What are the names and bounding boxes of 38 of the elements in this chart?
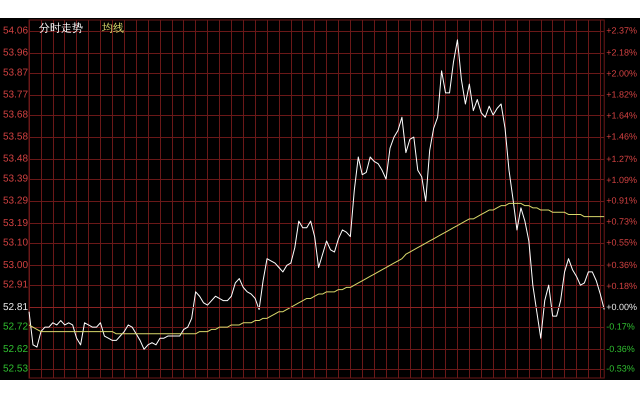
y2-tick-label: +0.91% <box>606 196 638 206</box>
y2-tick-label: -0.36% <box>606 344 635 354</box>
y-tick-label: 52.81 <box>2 302 28 313</box>
y2-tick-label: +1.46% <box>606 132 638 142</box>
y-tick-label: 53.68 <box>2 110 28 121</box>
line-series <box>28 202 605 334</box>
y2-tick-label: +1.09% <box>606 174 638 185</box>
y-tick-label: 52.53 <box>2 364 28 375</box>
y2-tick-label: +0.00% <box>606 302 638 312</box>
y-tick-label: 52.72 <box>2 322 28 333</box>
y-tick-label: 53.39 <box>2 174 28 185</box>
y-tick-label: 53.58 <box>2 132 28 143</box>
y2-tick-label: -0.53% <box>606 364 635 374</box>
y2-tick-label: +0.36% <box>606 260 638 270</box>
y2-tick-label: +1.27% <box>606 154 638 164</box>
y2-tick-label: +1.82% <box>606 90 638 100</box>
y2-tick-label: +2.37% <box>606 25 638 36</box>
y2-tick-label: +0.55% <box>606 238 638 248</box>
y-tick-label: 54.06 <box>2 26 28 37</box>
y-tick-label: 53.00 <box>2 260 28 271</box>
y2-tick-label: +0.18% <box>606 280 638 291</box>
y-tick-label: 53.77 <box>2 90 28 101</box>
text: 均线 <box>101 22 124 34</box>
y-tick-label: 52.91 <box>2 280 28 291</box>
line-series <box>28 39 605 350</box>
y-tick-label: 53.29 <box>2 196 28 207</box>
y-tick-label: 52.62 <box>2 344 28 355</box>
y-tick-label: 53.96 <box>2 48 28 59</box>
text: 分时走势 <box>39 22 83 34</box>
y-tick-label: 53.87 <box>2 68 28 79</box>
y-tick-label: 53.19 <box>2 218 28 229</box>
y-tick-label: 53.10 <box>2 238 28 249</box>
y2-tick-label: +1.64% <box>606 110 638 121</box>
y-tick-label: 53.48 <box>2 154 28 165</box>
y2-tick-label: -0.17% <box>606 322 635 332</box>
y2-tick-label: +0.73% <box>606 216 638 227</box>
y2-tick-label: +2.00% <box>606 68 638 79</box>
y2-tick-label: +2.18% <box>606 48 638 58</box>
